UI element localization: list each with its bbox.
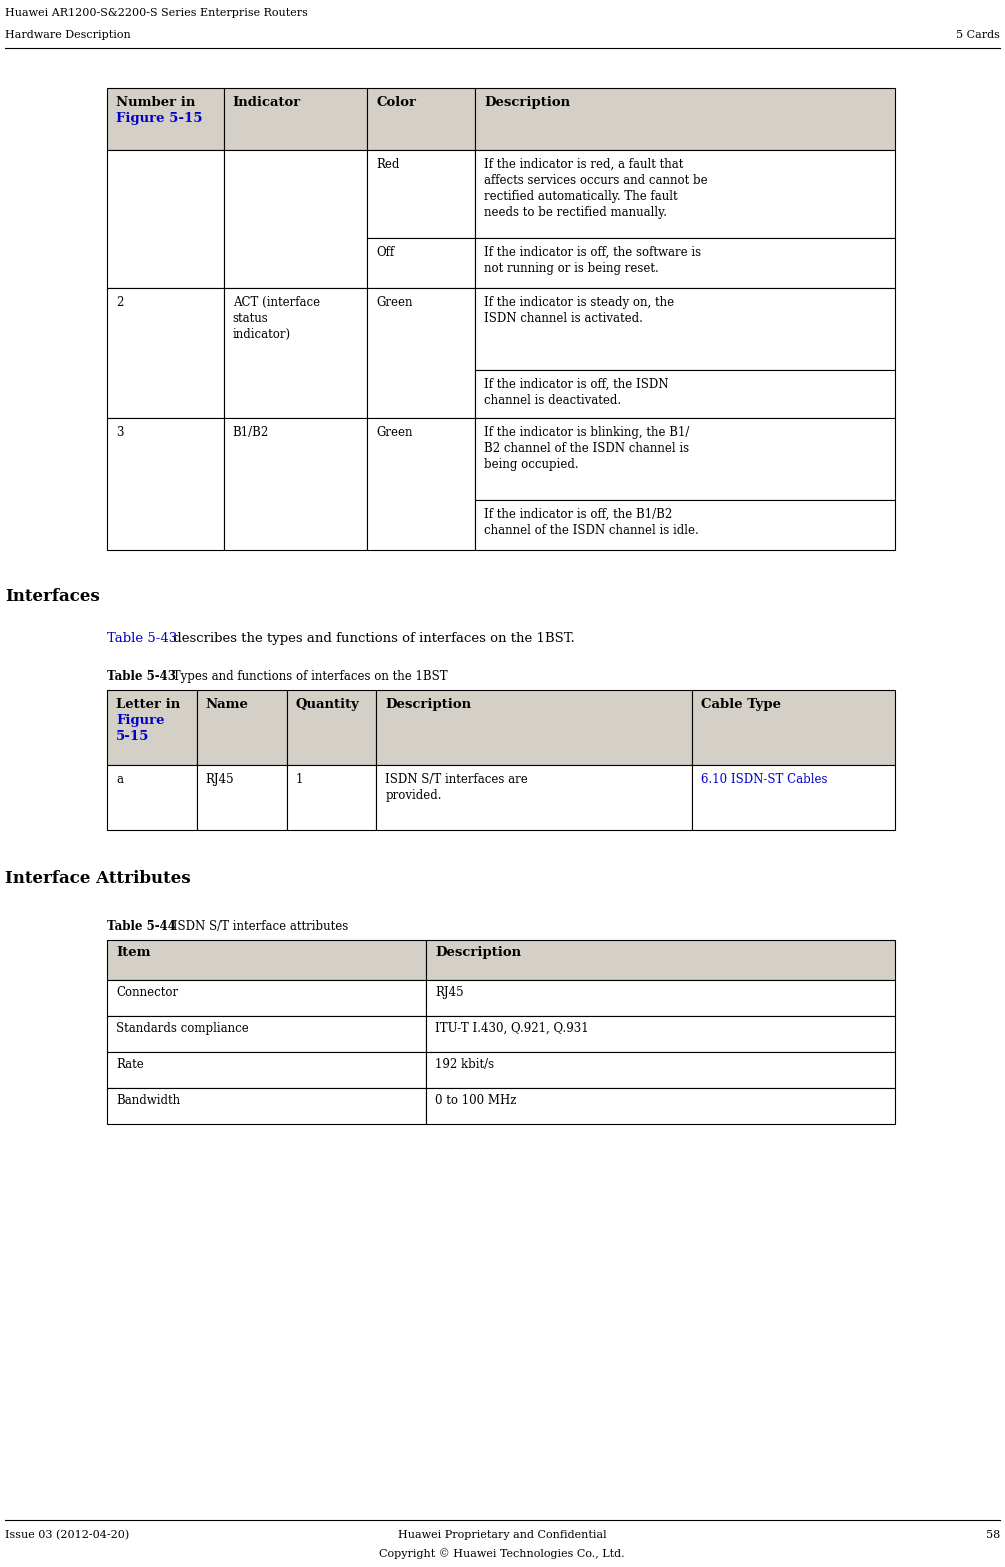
Text: Hardware Description: Hardware Description xyxy=(5,30,131,41)
Bar xyxy=(107,150,224,288)
Bar xyxy=(107,1015,426,1051)
Text: 3: 3 xyxy=(116,426,124,439)
Bar xyxy=(426,1051,895,1087)
Text: Huawei AR1200-S&2200-S Series Enterprise Routers: Huawei AR1200-S&2200-S Series Enterprise… xyxy=(5,8,308,17)
Bar xyxy=(426,1015,895,1051)
Text: If the indicator is red, a fault that
affects services occurs and cannot be
rect: If the indicator is red, a fault that af… xyxy=(484,158,708,219)
Text: describes the types and functions of interfaces on the 1BST.: describes the types and functions of int… xyxy=(169,632,575,646)
Text: Issue 03 (2012-04-20): Issue 03 (2012-04-20) xyxy=(5,1529,130,1540)
Bar xyxy=(367,150,475,238)
Text: ITU-T I.430, Q.921, Q.931: ITU-T I.430, Q.921, Q.931 xyxy=(435,1022,589,1034)
Bar xyxy=(224,418,367,550)
Bar xyxy=(107,765,197,831)
Bar xyxy=(107,689,197,765)
Text: ISDN S/T interface attributes: ISDN S/T interface attributes xyxy=(169,920,349,932)
Text: Description: Description xyxy=(435,946,522,959)
Text: Figure: Figure xyxy=(116,715,165,727)
Text: Table 5-43: Table 5-43 xyxy=(107,671,176,683)
Text: 1: 1 xyxy=(295,773,304,787)
Bar xyxy=(475,288,895,370)
Bar xyxy=(475,500,895,550)
Text: 192 kbit/s: 192 kbit/s xyxy=(435,1058,494,1070)
Bar xyxy=(367,418,475,550)
Text: Name: Name xyxy=(206,697,248,711)
Bar xyxy=(286,765,377,831)
Bar xyxy=(224,150,367,288)
Text: Connector: Connector xyxy=(116,986,178,1000)
Text: a: a xyxy=(116,773,123,787)
Bar xyxy=(691,765,895,831)
Text: If the indicator is off, the software is
not running or is being reset.: If the indicator is off, the software is… xyxy=(484,246,701,274)
Bar xyxy=(475,88,895,150)
Text: Table 5-44: Table 5-44 xyxy=(107,920,176,932)
Text: 2: 2 xyxy=(116,296,124,309)
Text: Item: Item xyxy=(116,946,151,959)
Bar xyxy=(426,979,895,1015)
Text: Color: Color xyxy=(376,96,416,110)
Text: 5-15: 5-15 xyxy=(116,730,150,743)
Text: Copyright © Huawei Technologies Co., Ltd.: Copyright © Huawei Technologies Co., Ltd… xyxy=(379,1548,625,1559)
Bar xyxy=(224,288,367,418)
Text: Green: Green xyxy=(376,296,412,309)
Bar xyxy=(286,689,377,765)
Text: Off: Off xyxy=(376,246,394,259)
Bar xyxy=(475,418,895,500)
Text: Interface Attributes: Interface Attributes xyxy=(5,870,191,887)
Text: Description: Description xyxy=(484,96,570,110)
Text: 5 Cards: 5 Cards xyxy=(956,30,1000,41)
Text: Indicator: Indicator xyxy=(232,96,300,110)
Text: Red: Red xyxy=(376,158,399,171)
Text: Types and functions of interfaces on the 1BST: Types and functions of interfaces on the… xyxy=(169,671,447,683)
Bar xyxy=(197,689,286,765)
Bar xyxy=(475,238,895,288)
Text: ACT (interface
status
indicator): ACT (interface status indicator) xyxy=(232,296,320,342)
Text: If the indicator is steady on, the
ISDN channel is activated.: If the indicator is steady on, the ISDN … xyxy=(484,296,674,324)
Text: RJ45: RJ45 xyxy=(435,986,463,1000)
Bar xyxy=(475,150,895,238)
Bar xyxy=(107,1087,426,1124)
Text: Description: Description xyxy=(386,697,471,711)
Text: ISDN S/T interfaces are
provided.: ISDN S/T interfaces are provided. xyxy=(386,773,529,802)
Text: 0 to 100 MHz: 0 to 100 MHz xyxy=(435,1094,517,1106)
Text: Standards compliance: Standards compliance xyxy=(116,1022,249,1034)
Text: If the indicator is blinking, the B1/
B2 channel of the ISDN channel is
being oc: If the indicator is blinking, the B1/ B2… xyxy=(484,426,689,472)
Text: Huawei Proprietary and Confidential: Huawei Proprietary and Confidential xyxy=(398,1529,606,1540)
Bar xyxy=(224,88,367,150)
Bar xyxy=(691,689,895,765)
Text: 58: 58 xyxy=(986,1529,1000,1540)
Bar xyxy=(107,979,426,1015)
Text: Interfaces: Interfaces xyxy=(5,588,99,605)
Text: If the indicator is off, the ISDN
channel is deactivated.: If the indicator is off, the ISDN channe… xyxy=(484,378,668,407)
Bar xyxy=(197,765,286,831)
Bar xyxy=(377,765,691,831)
Bar xyxy=(377,689,691,765)
Bar xyxy=(367,88,475,150)
Bar xyxy=(107,418,224,550)
Bar xyxy=(367,238,475,288)
Text: If the indicator is off, the B1/B2
channel of the ISDN channel is idle.: If the indicator is off, the B1/B2 chann… xyxy=(484,508,698,537)
Text: Table 5-43: Table 5-43 xyxy=(107,632,177,646)
Bar xyxy=(107,940,426,979)
Text: Rate: Rate xyxy=(116,1058,144,1070)
Bar xyxy=(426,1087,895,1124)
Text: Figure 5-15: Figure 5-15 xyxy=(116,111,202,125)
Bar xyxy=(475,370,895,418)
Text: Green: Green xyxy=(376,426,412,439)
Text: Cable Type: Cable Type xyxy=(700,697,781,711)
Text: Letter in: Letter in xyxy=(116,697,180,711)
Bar xyxy=(426,940,895,979)
Bar xyxy=(367,288,475,418)
Text: B1/B2: B1/B2 xyxy=(232,426,269,439)
Text: Quantity: Quantity xyxy=(295,697,360,711)
Text: 6.10 ISDN-ST Cables: 6.10 ISDN-ST Cables xyxy=(700,773,827,787)
Bar xyxy=(107,88,224,150)
Text: RJ45: RJ45 xyxy=(206,773,234,787)
Bar xyxy=(107,288,224,418)
Text: Bandwidth: Bandwidth xyxy=(116,1094,180,1106)
Bar xyxy=(107,1051,426,1087)
Text: Number in: Number in xyxy=(116,96,195,110)
